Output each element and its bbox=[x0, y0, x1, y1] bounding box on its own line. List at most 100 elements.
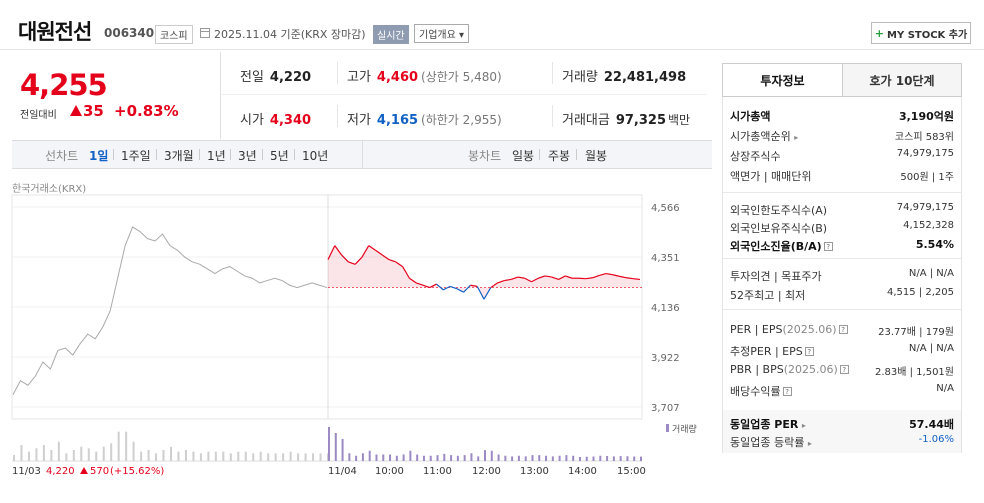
row-industry-per[interactable]: 동일업종 PER ▸ 57.44배 bbox=[730, 418, 954, 431]
volume-bar-prev bbox=[65, 453, 68, 461]
series-segment-today bbox=[436, 283, 444, 291]
add-my-stock-button[interactable]: + MY STOCK 추가 bbox=[871, 22, 971, 44]
quote-grid: 전일 4,220 고가 4,460 (상한가 5,480) 거래량 22,481,498… bbox=[222, 52, 706, 139]
prev-day-change: 570 bbox=[90, 466, 109, 477]
volume-bar-prev bbox=[237, 451, 240, 461]
volume-bar-today bbox=[538, 455, 541, 461]
volume-bar-prev bbox=[177, 451, 180, 461]
period-10y[interactable]: 10년 bbox=[302, 149, 329, 163]
volume-bar-today bbox=[531, 455, 534, 461]
volume-bar-prev bbox=[110, 443, 113, 461]
help-icon[interactable]: ? bbox=[823, 242, 833, 251]
volume-bar-prev bbox=[259, 451, 262, 461]
volume-bar-today bbox=[341, 439, 344, 461]
series-segment-today bbox=[612, 274, 620, 277]
series-segment-today bbox=[544, 275, 552, 278]
row-per: PER | EPS(2025.06)? 23.77배 | 179원 bbox=[730, 323, 954, 338]
help-icon[interactable]: ? bbox=[838, 325, 848, 334]
volume-bar-today bbox=[545, 455, 548, 461]
series-segment-today bbox=[381, 254, 390, 261]
exchange-label: 한국거래소(KRX) bbox=[12, 184, 87, 195]
volume-bar-prev bbox=[297, 453, 300, 461]
chart-svg[interactable]: 4,566 4,351 4,136 3,922 3,707 거래량 11/03 11/04 10… bbox=[0, 171, 712, 481]
volume-bar-today bbox=[416, 454, 419, 461]
volume-bar-today bbox=[585, 456, 588, 461]
candle-weekly[interactable]: 주봉 bbox=[548, 149, 571, 163]
volume-bar-prev bbox=[192, 451, 195, 461]
realtime-button[interactable]: 실시간 bbox=[373, 25, 409, 44]
series-segment-today bbox=[633, 278, 641, 281]
volume-bar-today bbox=[565, 455, 568, 461]
volume-bar-today bbox=[572, 455, 575, 461]
series-segment-today bbox=[463, 284, 471, 293]
period-1d[interactable]: 1일 bbox=[89, 149, 109, 163]
series-segment-today bbox=[483, 287, 492, 300]
help-icon[interactable]: ? bbox=[839, 365, 849, 374]
volume-bar-today bbox=[334, 433, 337, 461]
y-tick-label: 4,566 bbox=[651, 203, 680, 214]
caret-right-icon: ▸ bbox=[801, 421, 806, 430]
x-tick-label: 10:00 bbox=[375, 466, 404, 477]
tab-hoga[interactable]: 호가 10단계 bbox=[869, 73, 935, 88]
series-segment-today bbox=[497, 280, 505, 284]
help-icon[interactable]: ? bbox=[782, 387, 792, 396]
volume-bar-prev bbox=[304, 453, 307, 461]
row-market-cap-rank[interactable]: 시가총액순위 ▸ 코스피 583위 bbox=[730, 130, 954, 143]
period-bar: 선차트 1일 1주일 3개월 1년 3년 5년 10년 봉차트 일봉 주봉 월봉 bbox=[12, 140, 712, 169]
series-segment-today bbox=[565, 275, 573, 279]
volume-bar-today bbox=[612, 456, 615, 461]
volume-bar-prev bbox=[252, 453, 255, 461]
volume-bar-today bbox=[436, 455, 439, 461]
period-5y[interactable]: 5년 bbox=[270, 149, 289, 163]
section-valuation: PER | EPS(2025.06)? 23.77배 | 179원 추정PER |… bbox=[723, 310, 961, 410]
help-icon[interactable]: ? bbox=[804, 347, 814, 356]
tab-invest-info[interactable]: 투자정보 bbox=[723, 64, 843, 96]
volume-bar-prev bbox=[57, 441, 60, 461]
period-3m[interactable]: 3개월 bbox=[164, 149, 194, 163]
change-label: 전일대비 bbox=[20, 110, 57, 121]
price-chart[interactable]: 한국거래소(KRX) 4,566 4,351 4,136 3,922 3,707 거래량 1… bbox=[0, 171, 712, 481]
series-segment-today bbox=[361, 245, 370, 258]
volume-legend-label: 거래량 bbox=[672, 423, 697, 435]
volume-bar-prev bbox=[42, 445, 45, 461]
volume-bar-prev bbox=[20, 445, 23, 461]
series-segment-today bbox=[619, 275, 627, 279]
line-chart-label: 선차트 bbox=[45, 149, 79, 163]
volume-bar-prev bbox=[274, 453, 277, 461]
section-industry: 동일업종 PER ▸ 57.44배 동일업종 등락률 ▸ -1.06% bbox=[723, 410, 961, 453]
volume-bar-today bbox=[470, 453, 473, 461]
volume-bar-prev bbox=[117, 431, 120, 461]
company-overview-dropdown[interactable]: 기업개요 ▾ bbox=[414, 24, 469, 43]
series-segment-today bbox=[348, 261, 356, 265]
volume-bar-prev bbox=[319, 453, 322, 461]
x-tick-label: 11/04 bbox=[328, 466, 357, 477]
candle-monthly[interactable]: 월봉 bbox=[585, 149, 608, 163]
series-line-prev-day bbox=[12, 226, 328, 395]
volume-bar-today bbox=[626, 456, 629, 461]
volume-bar-today bbox=[517, 455, 520, 461]
x-tick-label: 11:00 bbox=[423, 466, 452, 477]
candle-daily[interactable]: 일봉 bbox=[512, 149, 535, 163]
series-segment-today bbox=[422, 284, 430, 289]
series-segment-today bbox=[599, 273, 607, 277]
row-pbr: PBR | BPS(2025.06)? 2.83배 | 1,501원 bbox=[730, 363, 954, 378]
volume-bar-prev bbox=[155, 453, 158, 461]
series-segment-today bbox=[429, 283, 437, 289]
volume-bar-today bbox=[361, 453, 364, 461]
volume-bar-today bbox=[578, 457, 581, 461]
period-1w[interactable]: 1주일 bbox=[121, 149, 151, 163]
y-tick-label: 4,136 bbox=[651, 303, 680, 314]
change-rate: +0.83% bbox=[114, 102, 179, 120]
quote-prev: 전일 4,220 bbox=[240, 70, 312, 85]
volume-bar-today bbox=[490, 450, 493, 461]
volume-bar-prev bbox=[102, 446, 105, 461]
row-industry-rate[interactable]: 동일업종 등락률 ▸ -1.06% bbox=[730, 434, 954, 449]
period-3y[interactable]: 3년 bbox=[238, 149, 257, 163]
current-price: 4,255 bbox=[20, 68, 108, 102]
row-52week: 52주최고 | 최저 4,515 | 2,205 bbox=[730, 287, 954, 302]
period-1y[interactable]: 1년 bbox=[207, 149, 226, 163]
row-opinion: 투자의견 | 목표주가 N/A | N/A bbox=[730, 268, 954, 283]
series-segment-today bbox=[334, 245, 343, 256]
row-foreign-limit: 외국인한도주식수(A) 74,979,175 bbox=[730, 202, 954, 217]
volume-bar-today bbox=[450, 455, 453, 461]
